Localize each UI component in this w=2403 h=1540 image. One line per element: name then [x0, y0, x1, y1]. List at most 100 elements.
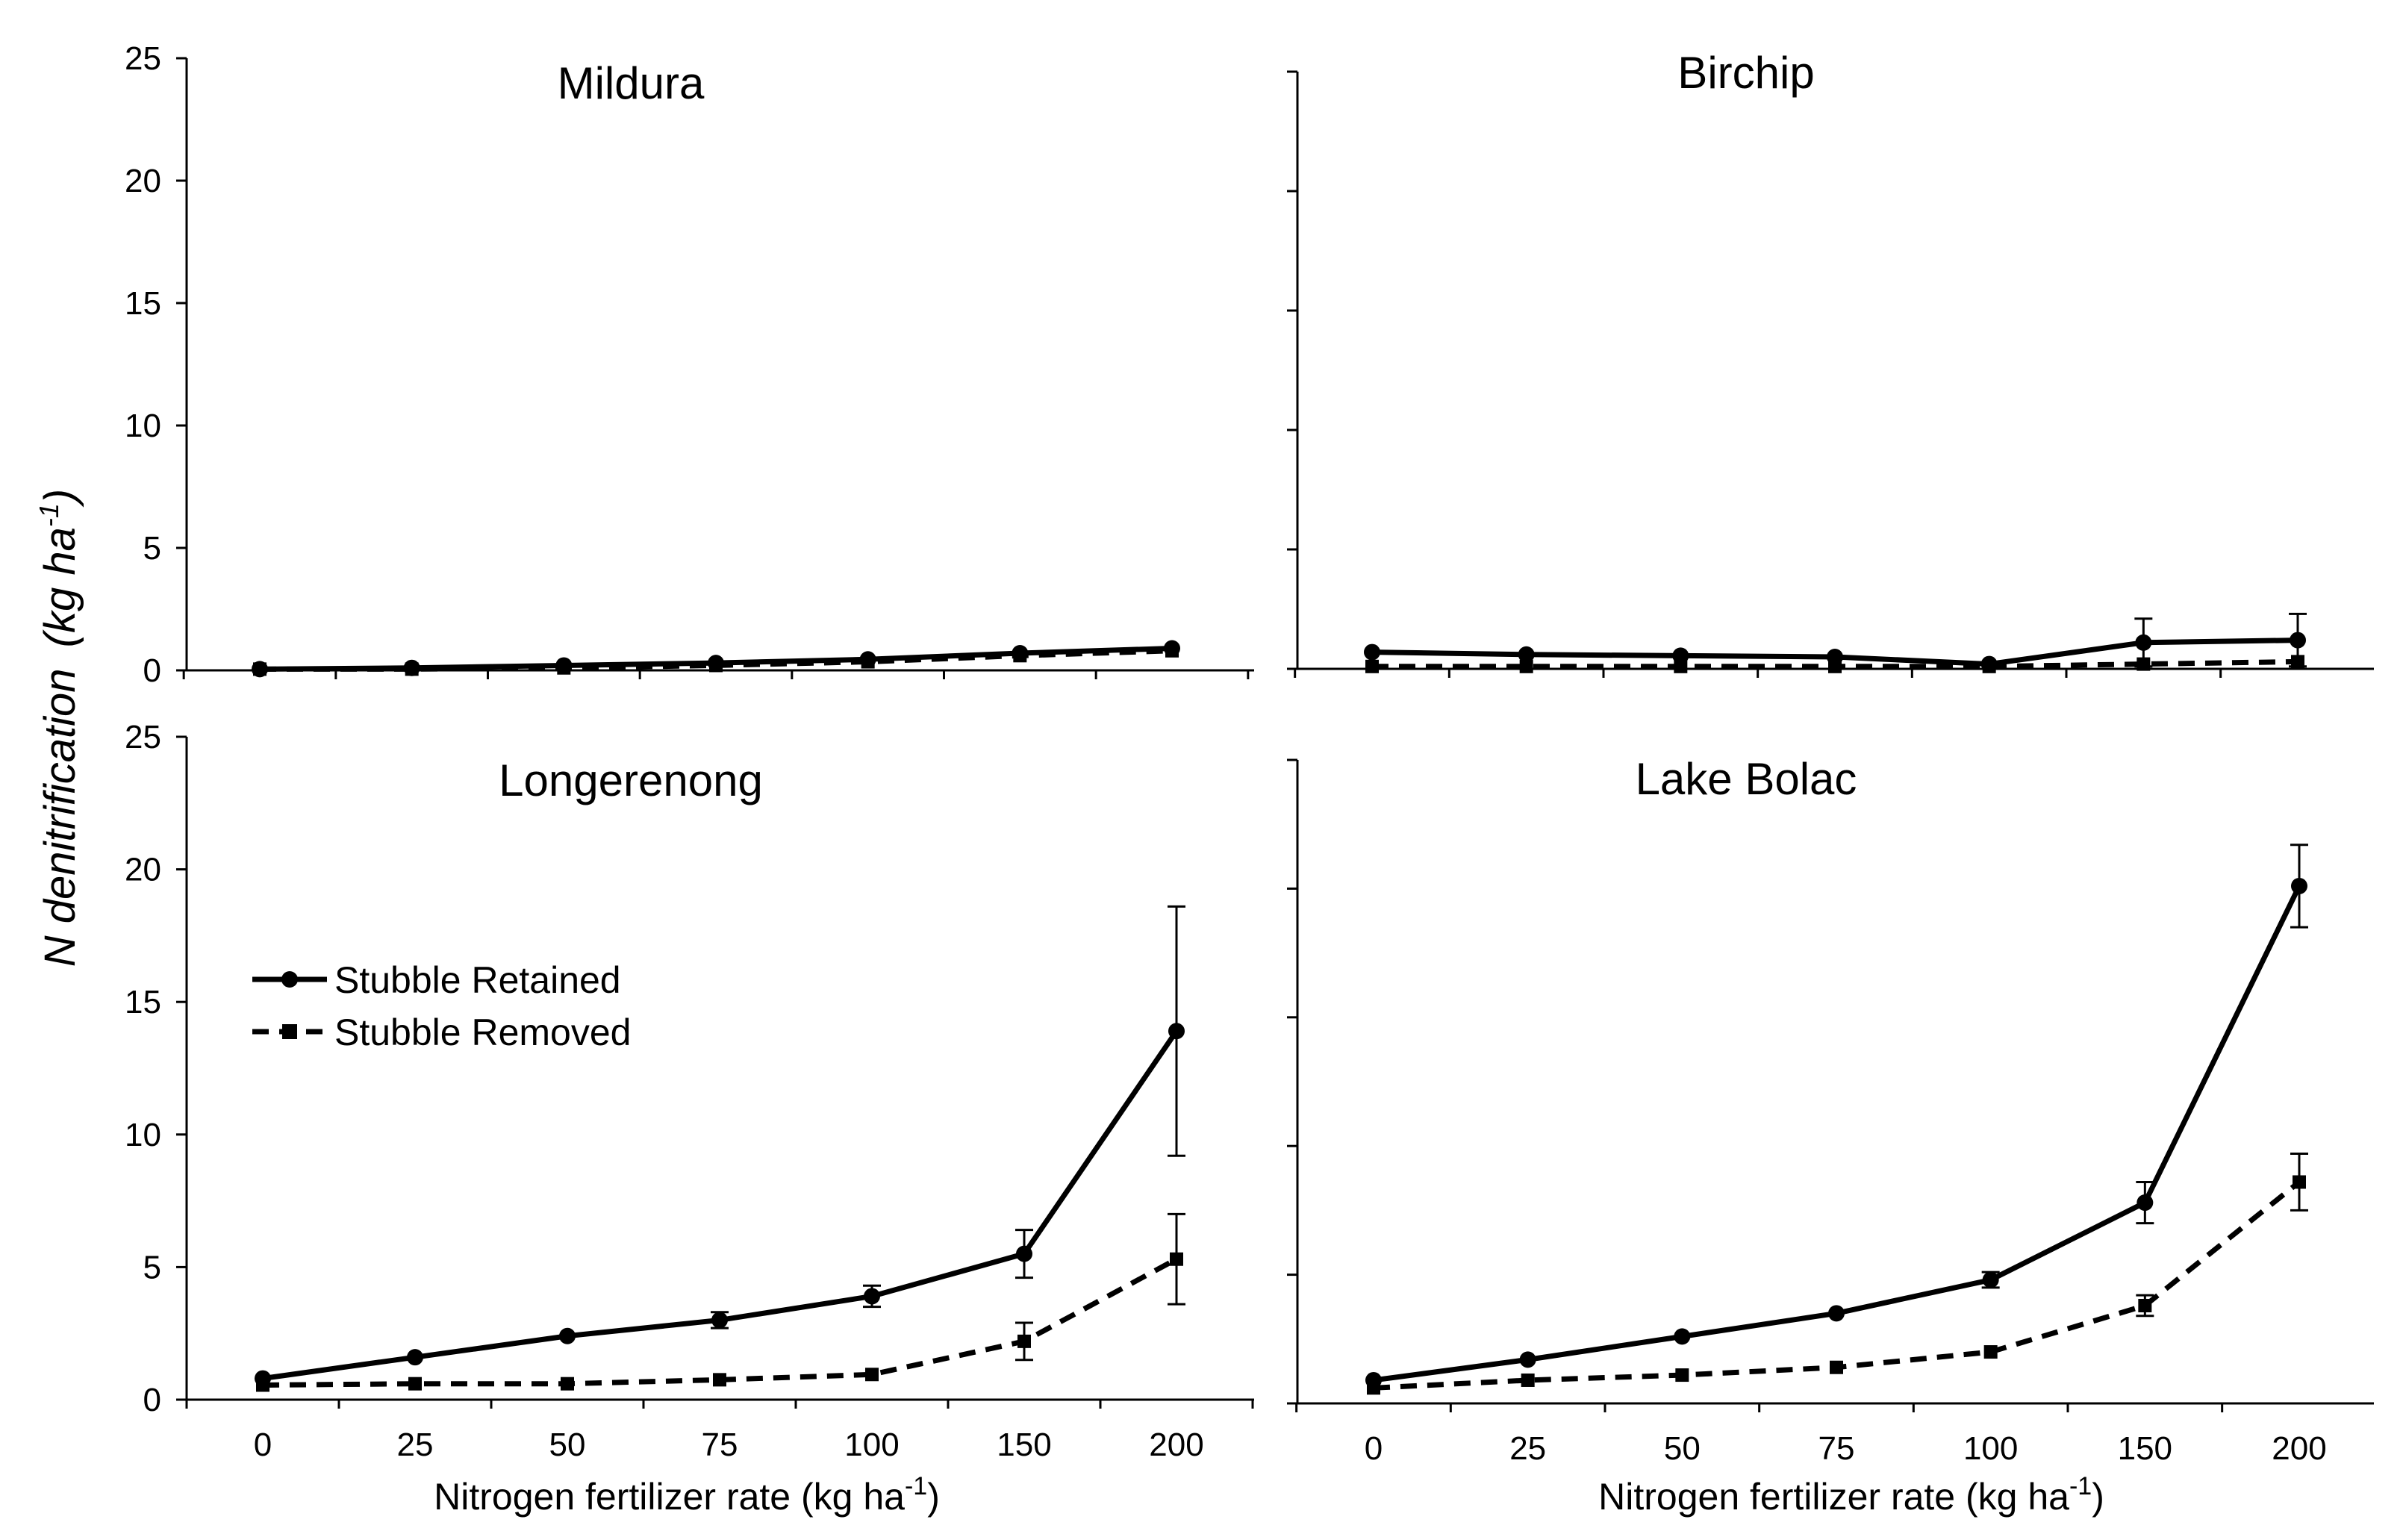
birchip-stubble-retained-point: [2290, 632, 2306, 649]
lake-bolac-x-tick-label: 25: [1509, 1430, 1546, 1467]
lake-bolac-stubble-removed-point: [1983, 1345, 1998, 1359]
y-axis-title-sup: -1: [34, 503, 64, 527]
lake-bolac-x-tick-label: 0: [1365, 1430, 1383, 1467]
longerenong-x-tick-label: 150: [997, 1427, 1051, 1463]
longerenong-stubble-removed-point: [865, 1368, 879, 1382]
y-axis-title-main: N denitrification: [36, 668, 84, 967]
panel-mildura: 0 5 10 15 20 25 Mildura: [125, 40, 1254, 689]
lake-bolac-stubble-removed-point: [1521, 1373, 1535, 1387]
longerenong-stubble-retained-point: [407, 1349, 423, 1366]
x-axis-title-left: Nitrogen fertilizer rate (kg ha-1): [434, 1472, 940, 1518]
mildura-panel-title: Mildura: [558, 58, 705, 108]
x-axis-title-right-close: ): [2092, 1476, 2104, 1518]
longerenong-stubble-retained-point: [559, 1327, 576, 1344]
longerenong-y-tick-label: 20: [125, 852, 161, 888]
birchip-stubble-removed-point: [1828, 659, 1842, 673]
mildura-y-tick-label: 25: [125, 40, 161, 77]
y-axis-title: N denitrification (kg ha-1): [34, 489, 84, 967]
birchip-stubble-removed-point: [1365, 659, 1379, 673]
longerenong-stubble-retained-point: [711, 1312, 728, 1329]
mildura-stubble-removed-point: [253, 662, 267, 676]
mildura-series-stubble-removed: [253, 643, 1179, 676]
longerenong-x-tick-label: 200: [1149, 1427, 1203, 1463]
lake-bolac-stubble-removed-point: [1367, 1381, 1380, 1395]
lake-bolac-stubble-retained-point: [1982, 1271, 1999, 1288]
panel-longerenong: 0 5 10 15 20 25 0 25 50 75 100 150 200 Longerenong: [125, 719, 1254, 1463]
mildura-y-tick-label: 5: [143, 530, 161, 567]
mildura-stubble-removed-point: [557, 661, 571, 675]
lake-bolac-stubble-retained-point: [2291, 877, 2307, 894]
lake-bolac-x-tick-label: 75: [1818, 1430, 1855, 1467]
mildura-y-tick-label: 0: [143, 652, 161, 689]
birchip-stubble-removed-point: [1982, 659, 1996, 673]
x-axis-title-right-sup: -1: [2069, 1472, 2092, 1500]
birchip-stubble-removed-point: [2291, 655, 2304, 669]
longerenong-stubble-retained-point: [864, 1288, 880, 1305]
birchip-panel-title: Birchip: [1677, 48, 1814, 98]
lake-bolac-panel-title: Lake Bolac: [1636, 754, 1857, 804]
legend-retained-marker: [281, 971, 298, 988]
lake-bolac-stubble-removed-point: [1830, 1360, 1843, 1374]
mildura-stubble-removed-point: [1165, 643, 1179, 658]
mildura-y-tick-label: 10: [125, 408, 161, 444]
lake-bolac-stubble-retained-point: [1828, 1305, 1845, 1322]
y-axis-title-unit: (kg ha: [36, 527, 84, 647]
mildura-stubble-removed-point: [709, 658, 723, 673]
lake-bolac-stubble-removed-point: [1675, 1368, 1689, 1382]
lake-bolac-x-tick-label: 150: [2118, 1430, 2172, 1467]
birchip-stubble-retained-point: [1518, 646, 1535, 663]
longerenong-stubble-removed-point: [561, 1377, 574, 1391]
mildura-y-tick-label: 15: [125, 285, 161, 322]
legend: Stubble Retained Stubble Removed: [252, 959, 631, 1053]
lake-bolac-series-stubble-removed: [1367, 1153, 2308, 1395]
birchip-series-stubble-removed: [1365, 655, 2304, 673]
birchip-stubble-retained-point: [1364, 643, 1380, 661]
mildura-stubble-removed-point: [861, 655, 875, 669]
lake-bolac-x-tick-label: 100: [1963, 1430, 2018, 1467]
birchip-stubble-removed-point: [2136, 657, 2151, 671]
longerenong-stubble-retained-point: [1016, 1245, 1032, 1262]
longerenong-x-tick-label: 75: [702, 1427, 738, 1463]
mildura-stubble-removed-point: [405, 662, 419, 676]
lake-bolac-x-tick-label: 50: [1664, 1430, 1701, 1467]
legend-removed-label: Stubble Removed: [334, 1011, 631, 1053]
lake-bolac-stubble-retained-point: [2136, 1194, 2154, 1212]
longerenong-stubble-removed-point: [713, 1373, 726, 1387]
birchip-stubble-removed-point: [1519, 659, 1533, 673]
longerenong-panel-title: Longerenong: [499, 755, 763, 805]
longerenong-stubble-removed-point: [1170, 1252, 1183, 1266]
longerenong-y-tick-label: 15: [125, 984, 161, 1020]
lake-bolac-series-stubble-retained: [1365, 844, 2308, 1388]
longerenong-y-tick-label: 25: [125, 719, 161, 755]
legend-removed-marker: [282, 1024, 297, 1039]
longerenong-y-tick-label: 0: [143, 1382, 161, 1418]
panel-birchip: Birchip: [1287, 48, 2374, 678]
lake-bolac-stubble-removed-line: [1373, 1179, 2301, 1391]
longerenong-y-tick-label: 10: [125, 1117, 161, 1153]
longerenong-x-tick-label: 25: [397, 1427, 434, 1463]
longerenong-x-tick-label: 0: [254, 1427, 272, 1463]
panels-layer: 0 5 10 15 20 25 Mildura Birchip 0 5 10 15 20 25 0 25 50 7…: [125, 40, 2374, 1467]
lake-bolac-stubble-retained-point: [1519, 1351, 1536, 1368]
longerenong-stubble-removed-point: [256, 1378, 269, 1392]
longerenong-stubble-removed-point: [1017, 1334, 1031, 1348]
longerenong-y-tick-label: 5: [143, 1249, 161, 1285]
longerenong-stubble-retained-point: [1168, 1023, 1185, 1040]
birchip-stubble-retained-point: [2135, 634, 2152, 651]
x-axis-title-left-sup: -1: [905, 1472, 927, 1500]
longerenong-stubble-removed-point: [408, 1377, 422, 1391]
longerenong-series-stubble-retained: [255, 905, 1185, 1387]
lake-bolac-stubble-removed-point: [2138, 1298, 2152, 1312]
x-axis-title-right: Nitrogen fertilizer rate (kg ha-1): [1598, 1472, 2104, 1518]
lake-bolac-stubble-retained-point: [1674, 1328, 1691, 1345]
longerenong-x-tick-label: 100: [844, 1427, 899, 1463]
mildura-y-tick-label: 20: [125, 163, 161, 199]
legend-retained-label: Stubble Retained: [334, 959, 621, 1001]
x-axis-title-left-main: Nitrogen fertilizer rate (kg ha: [434, 1476, 905, 1518]
birchip-stubble-removed-point: [1674, 659, 1688, 673]
longerenong-x-tick-label: 50: [549, 1427, 586, 1463]
x-axis-title-right-main: Nitrogen fertilizer rate (kg ha: [1598, 1476, 2069, 1518]
lake-bolac-stubble-removed-point: [2293, 1175, 2306, 1189]
panel-lake-bolac: 0 25 50 75 100 150 200 Lake Bolac: [1287, 754, 2374, 1467]
